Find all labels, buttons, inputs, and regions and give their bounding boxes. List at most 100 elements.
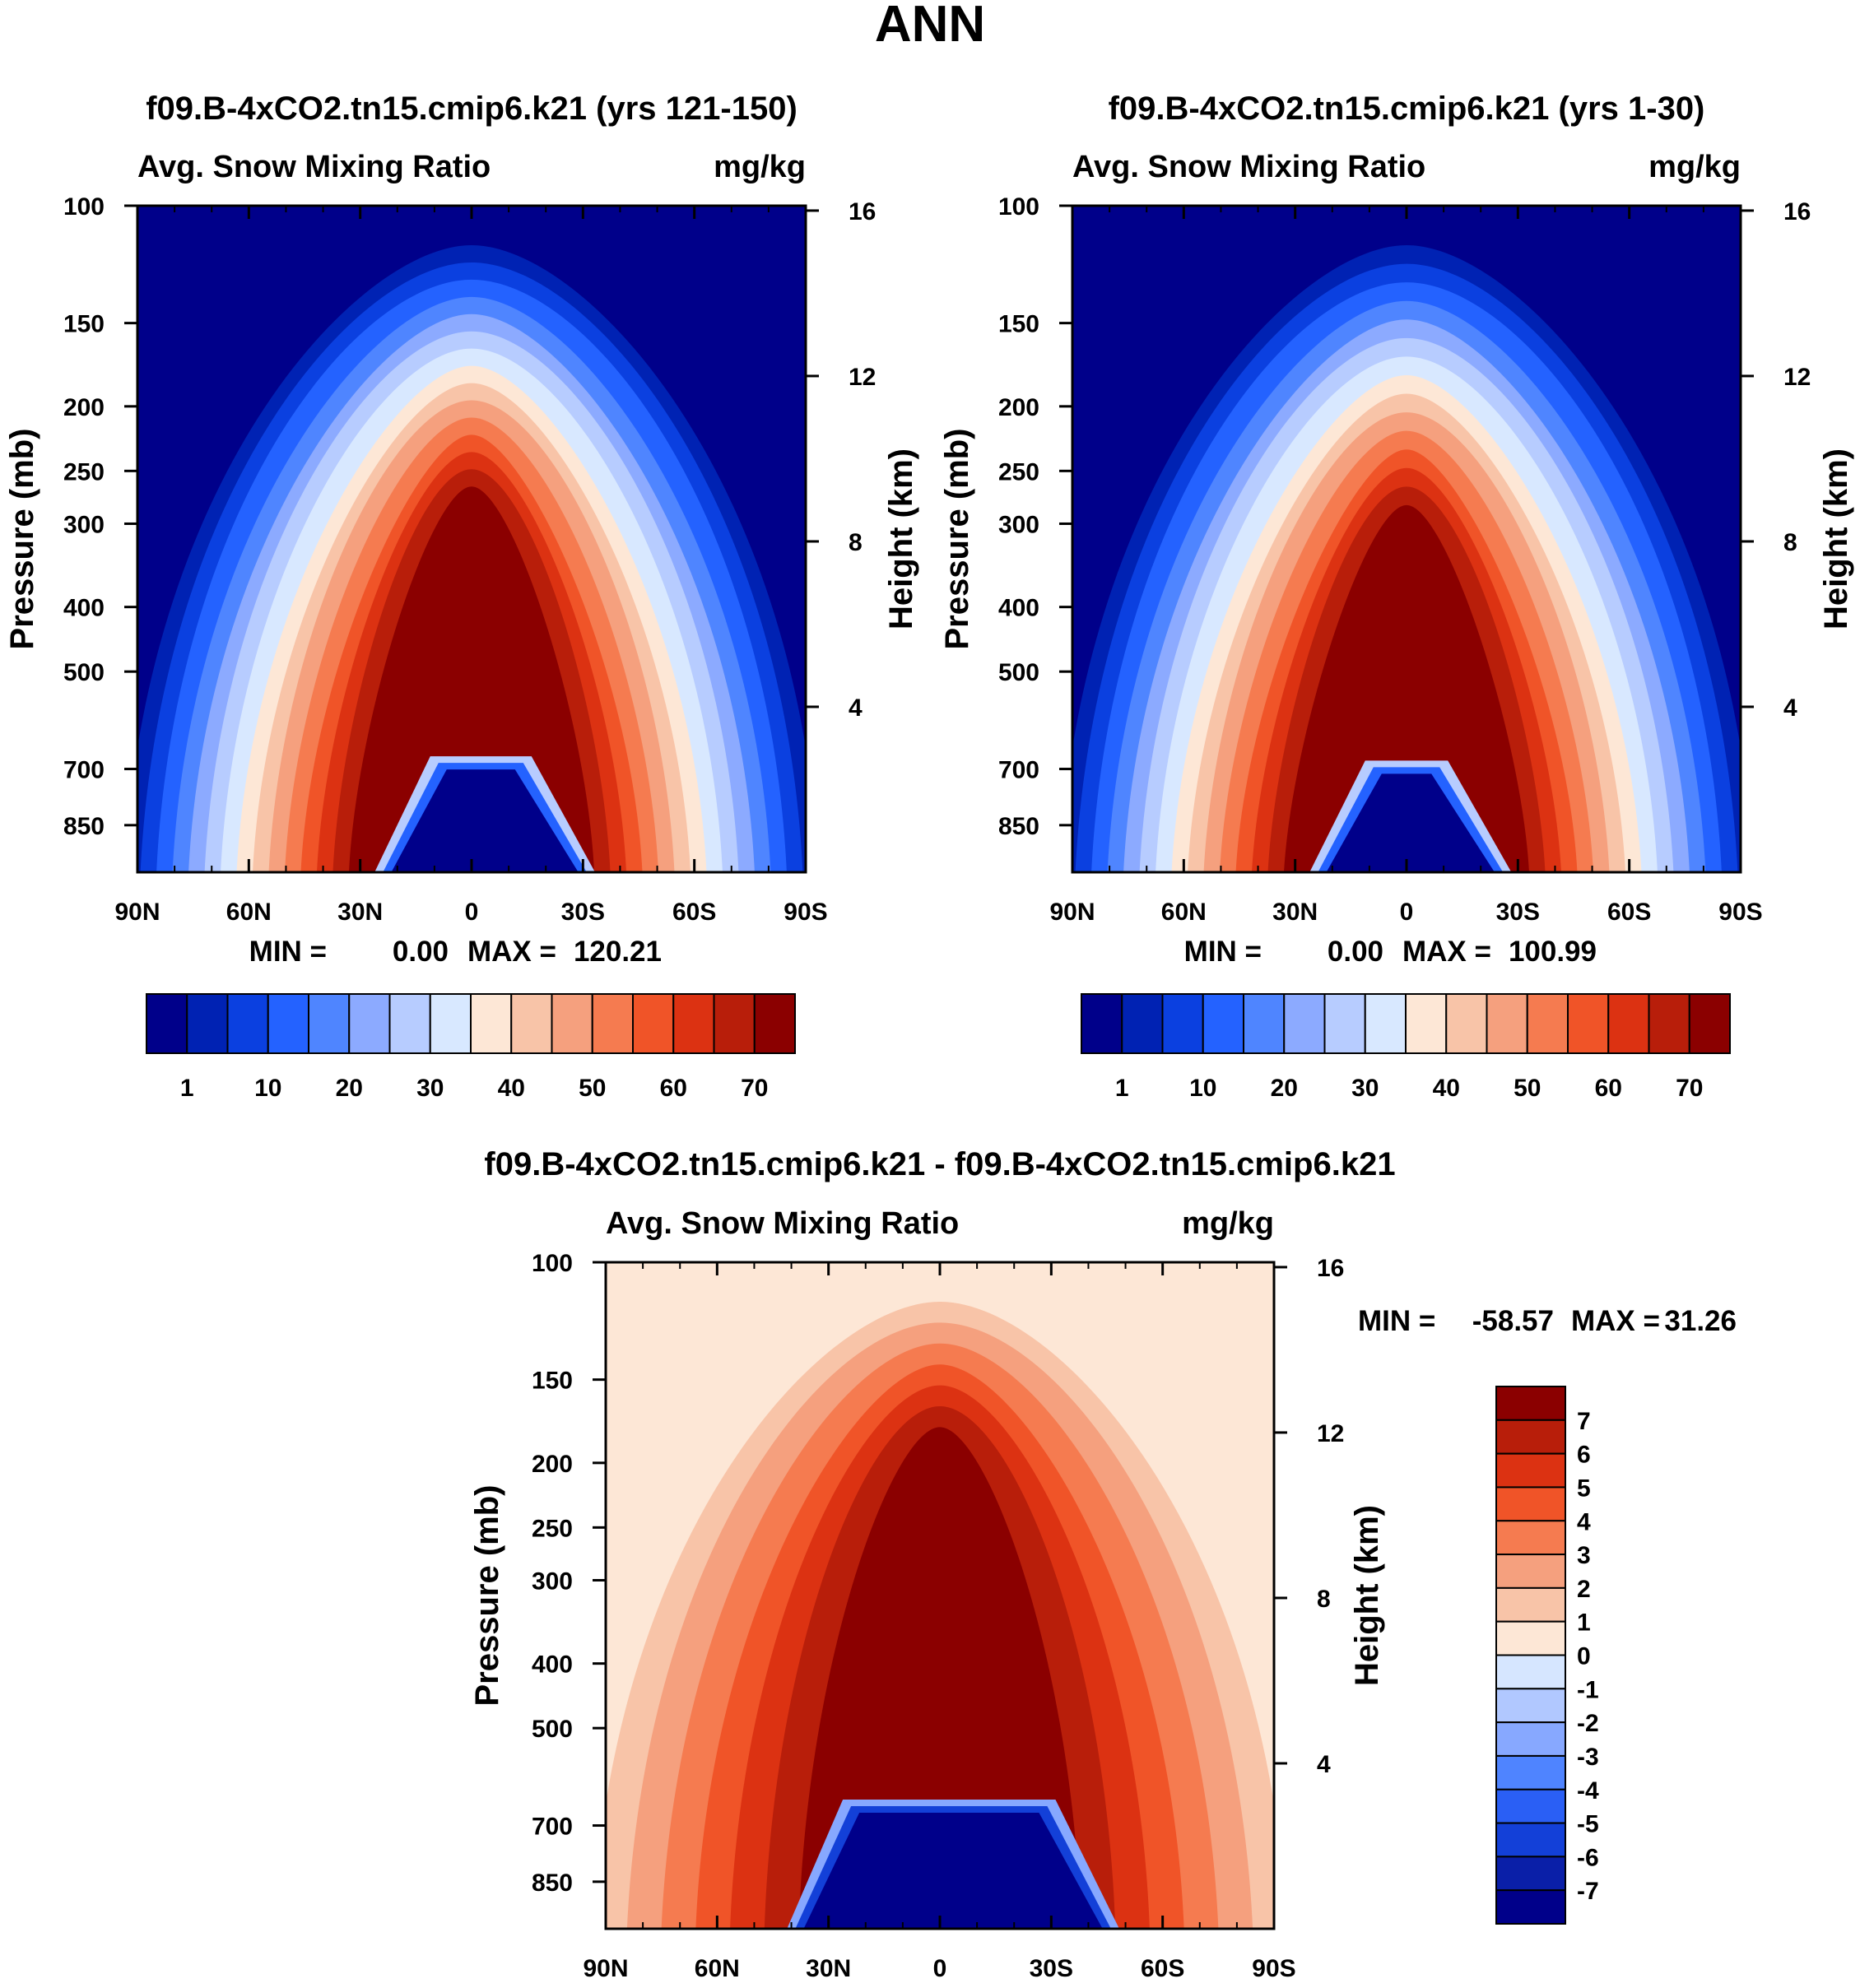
colorbar-box [186,993,229,1054]
y-axis-label: Pressure (mb) [4,429,40,650]
max-value: 100.99 [1509,936,1597,968]
y-right-tick-label: 8 [1317,1586,1331,1613]
colorbar-label: 10 [1189,1075,1216,1102]
colorbar-label: 7 [1577,1408,1591,1435]
colorbar-label: -5 [1577,1811,1599,1838]
x-tick-label: 30N [337,899,383,926]
colorbar-label: 60 [1595,1075,1622,1102]
x-tick-label: 90S [1718,899,1762,926]
colorbar-box [1495,1452,1566,1489]
max-label: MAX = [467,936,556,968]
colorbar: 1 10 20 30 40 50 60 70 [146,993,796,1102]
colorbar-box [753,993,796,1054]
y-tick-label: 700 [998,757,1039,784]
colorbar-box [146,993,188,1054]
y-right-tick-label: 8 [849,529,863,556]
colorbar-label: -6 [1577,1844,1599,1871]
y-tick-label: 200 [63,394,105,421]
colorbar-box [1495,1688,1566,1724]
colorbar-label: -7 [1577,1878,1599,1905]
colorbar-box [1202,993,1244,1054]
y-tick-label: 300 [998,511,1039,538]
y-tick-label: 250 [63,458,105,485]
colorbar-box [1495,1419,1566,1455]
y-tick-label: 150 [532,1368,573,1395]
y-tick-label: 850 [998,813,1039,840]
plot-axes: 90N 60N 30N 0 30S 60S 90S 100 150 200 250 300 400 500… [998,193,1811,926]
variable-name: Avg. Snow Mixing Ratio [137,150,491,184]
panel-title: f09.B-4xCO2.tn15.cmip6.k21 - f09.B-4xCO2… [484,1146,1395,1182]
contour-band [1284,504,1529,872]
panel-title: f09.B-4xCO2.tn15.cmip6.k21 (yrs 1-30) [1109,91,1705,127]
y-tick-label: 250 [532,1515,573,1542]
min-max-stats: MIN = -58.57 MAX = 31.26 [1358,1305,1737,1337]
x-tick-label: 30S [1030,1955,1073,1982]
colorbar-box [1648,993,1690,1054]
y-axis-right-label: Height (km) [883,448,919,629]
min-label: MIN = [1358,1305,1435,1337]
colorbar: 7 6 5 4 3 2 1 0 -1 -2 -3 -4 -5 -6 -7 [1495,1386,1599,1925]
x-tick-label: 60N [695,1955,740,1982]
colorbar-label: 6 [1577,1442,1591,1469]
colorbar-box [1495,1586,1566,1623]
x-tick-label: 0 [465,899,479,926]
x-tick-label: 0 [1400,899,1414,926]
panel-title: f09.B-4xCO2.tn15.cmip6.k21 (yrs 121-150) [146,91,797,127]
colorbar-box [1283,993,1326,1054]
colorbar-box [591,993,634,1054]
y-right-tick-label: 4 [849,694,863,722]
max-value: 120.21 [574,936,662,968]
colorbar-box [1495,1889,1566,1925]
colorbar-label: 40 [498,1075,525,1102]
colorbar-label: 1 [180,1075,194,1102]
y-tick-label: 700 [532,1814,573,1841]
y-right-tick-label: 8 [1783,529,1797,556]
y-tick-label: 300 [532,1568,573,1595]
colorbar-box [1495,1856,1566,1892]
colorbar-box [1688,993,1731,1054]
x-tick-label: 90N [583,1955,628,1982]
colorbar-box [1495,1386,1566,1421]
colorbar-label: 5 [1577,1475,1591,1502]
y-right-tick-label: 16 [1317,1255,1344,1282]
colorbar-box [470,993,513,1054]
colorbar-box [510,993,553,1054]
colorbar-label: 4 [1577,1508,1591,1535]
colorbar-box [1495,1788,1566,1824]
x-tick-label: 90S [784,899,827,926]
colorbar-label: 0 [1577,1643,1591,1670]
max-label: MAX = [1402,936,1491,968]
contour-field [1072,206,1741,872]
colorbar-box [1121,993,1164,1054]
y-right-tick-label: 12 [1317,1420,1344,1447]
colorbar-label: -4 [1577,1777,1599,1805]
colorbar-box [1526,993,1569,1054]
y-tick-label: 150 [63,311,105,338]
colorbar-box [1567,993,1610,1054]
units-label: mg/kg [1648,150,1741,184]
contour-field [137,206,806,872]
colorbar-label: 30 [416,1075,444,1102]
x-tick-label: 60S [672,899,716,926]
y-tick-label: 250 [998,458,1039,485]
y-tick-label: 400 [63,595,105,622]
y-tick-label: 500 [63,659,105,686]
x-tick-label: 60N [1161,899,1207,926]
colorbar-box [551,993,593,1054]
colorbar-box [1243,993,1286,1054]
colorbar-label: 40 [1433,1075,1460,1102]
low-cap-band [803,1813,1103,1929]
y-tick-label: 400 [532,1651,573,1679]
y-axis-right-label: Height (km) [1349,1505,1385,1686]
colorbar-label: 20 [1271,1075,1298,1102]
colorbar-box [1161,993,1204,1054]
colorbar-box [1405,993,1448,1054]
y-tick-label: 400 [998,595,1039,622]
x-tick-label: 30N [1272,899,1318,926]
x-tick-label: 90N [1049,899,1095,926]
colorbar-box [1495,1486,1566,1522]
contour-field [606,1262,1274,1929]
colorbar-box [226,993,269,1054]
min-value: 0.00 [1328,936,1383,968]
colorbar-label: 30 [1351,1075,1379,1102]
